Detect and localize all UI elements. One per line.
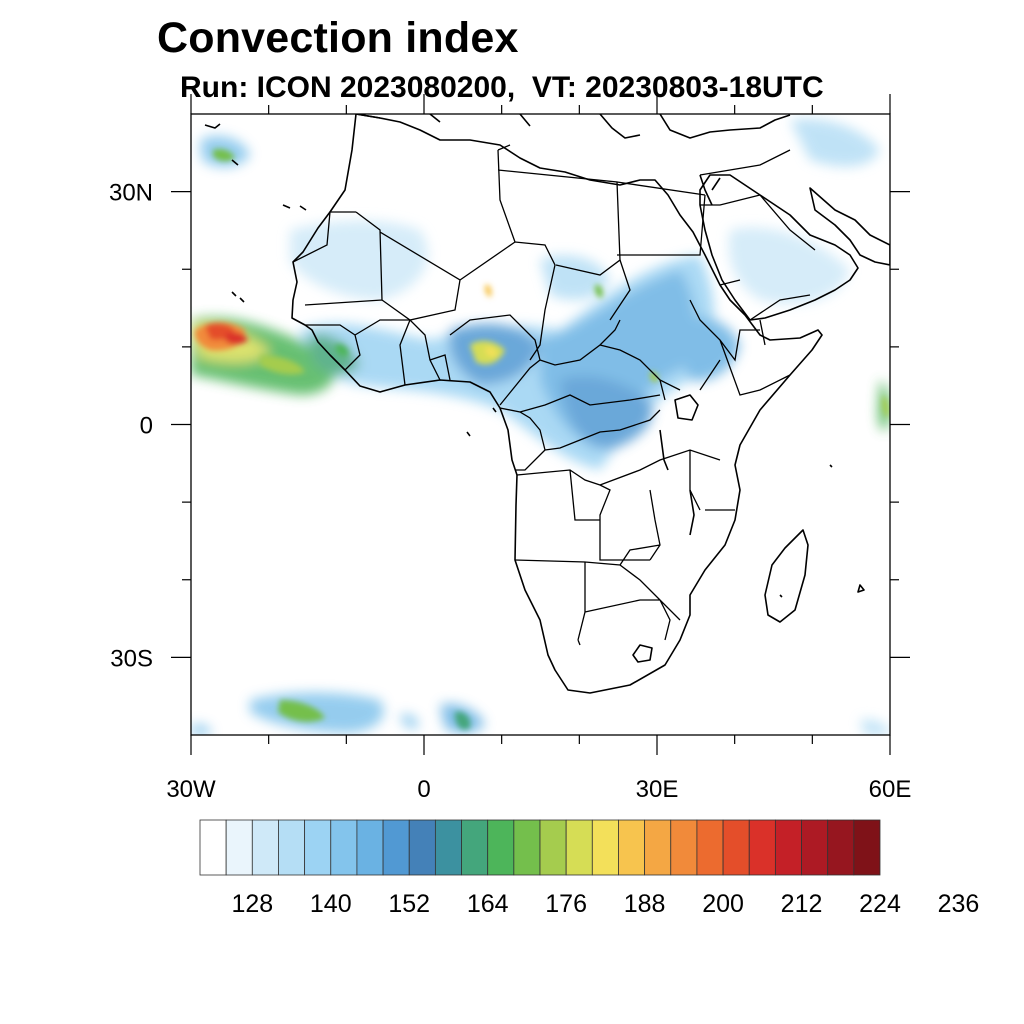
colorbar-labels: 128 140 152 164 176 188 200 212 224 236 xyxy=(231,890,979,918)
axis-ticks xyxy=(171,94,910,755)
coastlines xyxy=(204,114,890,694)
y-tick-label: 30S xyxy=(110,645,153,672)
colorbar-swatch xyxy=(356,819,384,876)
colorbar-swatch xyxy=(278,819,306,876)
colorbar-swatch xyxy=(382,819,410,876)
colorbar-swatch xyxy=(722,819,750,876)
colorbar-label: 212 xyxy=(781,890,823,918)
colorbar-label: 224 xyxy=(859,890,901,918)
colorbar-label: 188 xyxy=(624,890,666,918)
colorbar-swatch xyxy=(565,819,593,876)
x-tick-label: 30W xyxy=(166,776,216,803)
colorbar xyxy=(199,819,881,876)
colorbar-swatch xyxy=(696,819,724,876)
colorbar-swatch xyxy=(774,819,802,876)
colorbar-swatch xyxy=(539,819,567,876)
colorbar-swatch xyxy=(330,819,358,876)
colorbar-label: 140 xyxy=(310,890,352,918)
colorbar-swatch xyxy=(487,819,515,876)
y-tick-label: 0 xyxy=(140,413,153,440)
colorbar-label: 128 xyxy=(231,890,273,918)
colorbar-label: 236 xyxy=(938,890,980,918)
colorbar-swatch xyxy=(251,819,279,876)
colorbar-swatch xyxy=(644,819,672,876)
colorbar-swatch xyxy=(513,819,541,876)
map-title: Convection index xyxy=(157,14,519,62)
colorbar-swatch xyxy=(801,819,829,876)
colorbar-label: 176 xyxy=(545,890,587,918)
colorbar-swatch xyxy=(199,819,227,876)
x-tick-label: 30E xyxy=(636,776,679,803)
colorbar-label: 200 xyxy=(702,890,744,918)
colorbar-label: 152 xyxy=(388,890,430,918)
y-tick-label: 30N xyxy=(109,180,153,207)
x-tick-label: 60E xyxy=(869,776,912,803)
map-subtitle: Run: ICON 2023080200, VT: 20230803-18UTC xyxy=(180,71,824,104)
colorbar-swatch xyxy=(591,819,619,876)
colorbar-swatch xyxy=(670,819,698,876)
colorbar-swatch xyxy=(225,819,253,876)
colorbar-swatch xyxy=(461,819,489,876)
x-tick-label: 0 xyxy=(417,776,430,803)
colorbar-swatch xyxy=(827,819,855,876)
colorbar-swatch xyxy=(434,819,462,876)
colorbar-swatch xyxy=(304,819,332,876)
axis-labels: 30W 0 30E 60E 30N 0 30S xyxy=(109,180,911,803)
colorbar-label: 164 xyxy=(467,890,509,918)
country-borders xyxy=(292,144,816,646)
colorbar-swatch xyxy=(618,819,646,876)
colorbar-swatch xyxy=(853,819,881,876)
colorbar-swatch xyxy=(748,819,776,876)
colorbar-swatch xyxy=(408,819,436,876)
